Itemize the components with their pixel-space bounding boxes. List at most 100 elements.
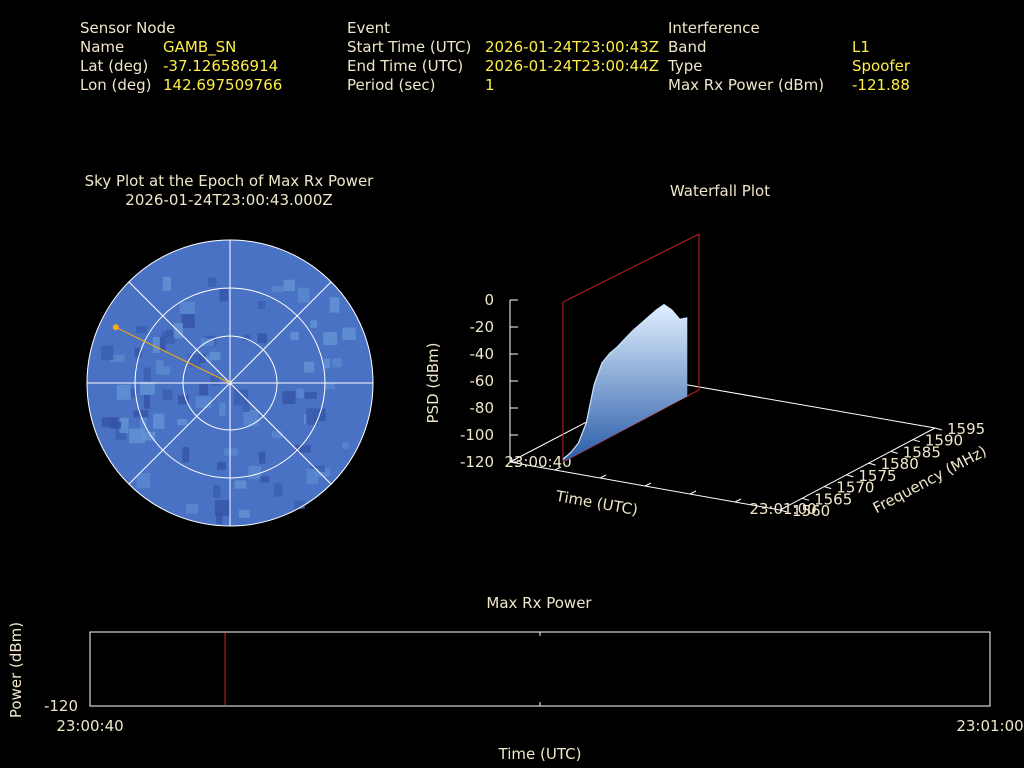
sky-patch xyxy=(201,338,215,347)
sky-patch xyxy=(243,410,259,426)
waterfall-z-tick-label: -60 xyxy=(470,372,495,390)
sky-patch xyxy=(143,395,150,409)
sensor-name-value: GAMB_SN xyxy=(163,38,237,56)
sky-patch xyxy=(233,389,249,406)
sky-patch xyxy=(271,431,283,439)
sky-patch xyxy=(219,402,226,416)
sky-patch xyxy=(323,358,331,369)
sky-patch xyxy=(140,381,155,395)
waterfall-plot: Waterfall Plot -120 -100 -80 -60 -40 -20 0 PSD… xyxy=(424,182,990,520)
sky-patch xyxy=(342,442,349,449)
waterfall-frequency-tick-label: 1590 xyxy=(925,432,963,450)
sky-patch xyxy=(136,326,147,334)
waterfall-time-tick xyxy=(554,466,562,471)
sky-patch xyxy=(143,367,151,383)
sky-patch xyxy=(119,417,129,434)
sky-patch xyxy=(210,376,220,386)
sky-patch xyxy=(209,351,221,361)
sky-patch xyxy=(310,320,317,328)
waterfall-frequency-tick-label: 1570 xyxy=(836,479,874,497)
waterfall-spectrum-surface xyxy=(563,304,688,462)
event-period-label: Period (sec) xyxy=(347,76,436,94)
sky-patch xyxy=(173,322,183,339)
sensor-lat-value: -37.126586914 xyxy=(163,57,279,75)
waterfall-frequency-tick-label: 1595 xyxy=(947,420,985,438)
sky-patch xyxy=(115,429,126,440)
max-rx-power-y-tick: -120 xyxy=(44,697,78,715)
waterfall-frequency-tick xyxy=(846,474,854,478)
event-start-value: 2026-01-24T23:00:43Z xyxy=(485,38,659,56)
waterfall-spectrum-line xyxy=(562,303,688,460)
sky-patch xyxy=(155,360,164,375)
waterfall-z-tick-label: -40 xyxy=(470,345,495,363)
sky-patch xyxy=(260,476,270,483)
sky-patch xyxy=(224,448,238,456)
waterfall-back-axis-2 xyxy=(664,380,936,429)
max-rx-power-plot: Max Rx Power -120 23:00:40 23:01:00 Time… xyxy=(7,594,1024,763)
sky-patch xyxy=(283,279,295,291)
sky-patch xyxy=(133,410,149,418)
sky-patch xyxy=(129,428,145,444)
waterfall-time-tick xyxy=(734,498,742,503)
sky-patch xyxy=(198,353,206,363)
interference-power-label: Max Rx Power (dBm) xyxy=(668,76,825,94)
sensor-lon-value: 142.697509766 xyxy=(163,76,283,94)
waterfall-frequency-tick xyxy=(912,439,921,443)
sky-patch xyxy=(306,468,319,485)
sky-patch xyxy=(142,431,156,441)
interference-power-value: -121.88 xyxy=(852,76,910,94)
waterfall-frequency-tick xyxy=(890,450,898,454)
waterfall-frequency-tick xyxy=(934,427,943,431)
interference-type-label: Type xyxy=(668,57,703,75)
sky-patch xyxy=(153,413,165,429)
event-end-value: 2026-01-24T23:00:44Z xyxy=(485,57,659,75)
sky-plot-points xyxy=(112,324,231,384)
max-rx-power-title: Max Rx Power xyxy=(486,594,592,612)
sky-patch xyxy=(165,329,173,337)
waterfall-frequency-tick xyxy=(868,462,876,466)
sky-patch xyxy=(304,392,317,399)
sky-patch xyxy=(140,416,147,432)
sky-patch xyxy=(153,337,160,353)
sky-point-ray xyxy=(115,326,231,384)
sky-patch xyxy=(274,483,283,497)
max-rx-power-y-label: Power (dBm) xyxy=(7,622,25,718)
sky-patch xyxy=(110,354,125,363)
sky-patch xyxy=(186,503,199,514)
sky-patch xyxy=(129,389,137,398)
sky-patch xyxy=(201,355,212,363)
max-rx-power-x-label: Time (UTC) xyxy=(498,745,582,763)
sky-patch xyxy=(214,500,230,516)
sky-patch xyxy=(290,331,299,341)
sky-patch xyxy=(216,514,223,524)
waterfall-frequency-tick-label: 1585 xyxy=(903,443,941,461)
waterfall-z-tick-label: -120 xyxy=(460,453,494,471)
sky-plot: Sky Plot at the Epoch of Max Rx Power 20… xyxy=(85,172,374,527)
sky-patch xyxy=(242,334,251,341)
sky-patch xyxy=(294,500,305,509)
interference-band-value: L1 xyxy=(852,38,870,56)
event-end-label: End Time (UTC) xyxy=(347,57,464,75)
waterfall-frequency-axis xyxy=(779,427,936,511)
waterfall-title: Waterfall Plot xyxy=(670,182,770,200)
sky-patch xyxy=(239,509,250,518)
sky-patch xyxy=(199,384,208,396)
sky-patch xyxy=(182,447,190,463)
interference-header: Interference xyxy=(668,19,760,37)
sky-patch xyxy=(162,276,172,291)
waterfall-x-label: Time (UTC) xyxy=(553,487,639,519)
waterfall-spectrum xyxy=(562,303,688,462)
waterfall-frequency-tick xyxy=(801,497,810,501)
sensor-lat-label: Lat (deg) xyxy=(80,57,149,75)
max-rx-power-x-tick-start: 23:00:40 xyxy=(56,717,123,735)
sky-point xyxy=(112,324,119,331)
sky-patch xyxy=(110,421,122,429)
waterfall-time-tick xyxy=(509,458,517,463)
sky-plot-subtitle: 2026-01-24T23:00:43.000Z xyxy=(125,191,332,209)
sky-patch xyxy=(162,389,173,401)
sky-patch xyxy=(234,480,247,489)
sky-patch xyxy=(315,468,330,477)
sky-patch xyxy=(259,451,266,464)
